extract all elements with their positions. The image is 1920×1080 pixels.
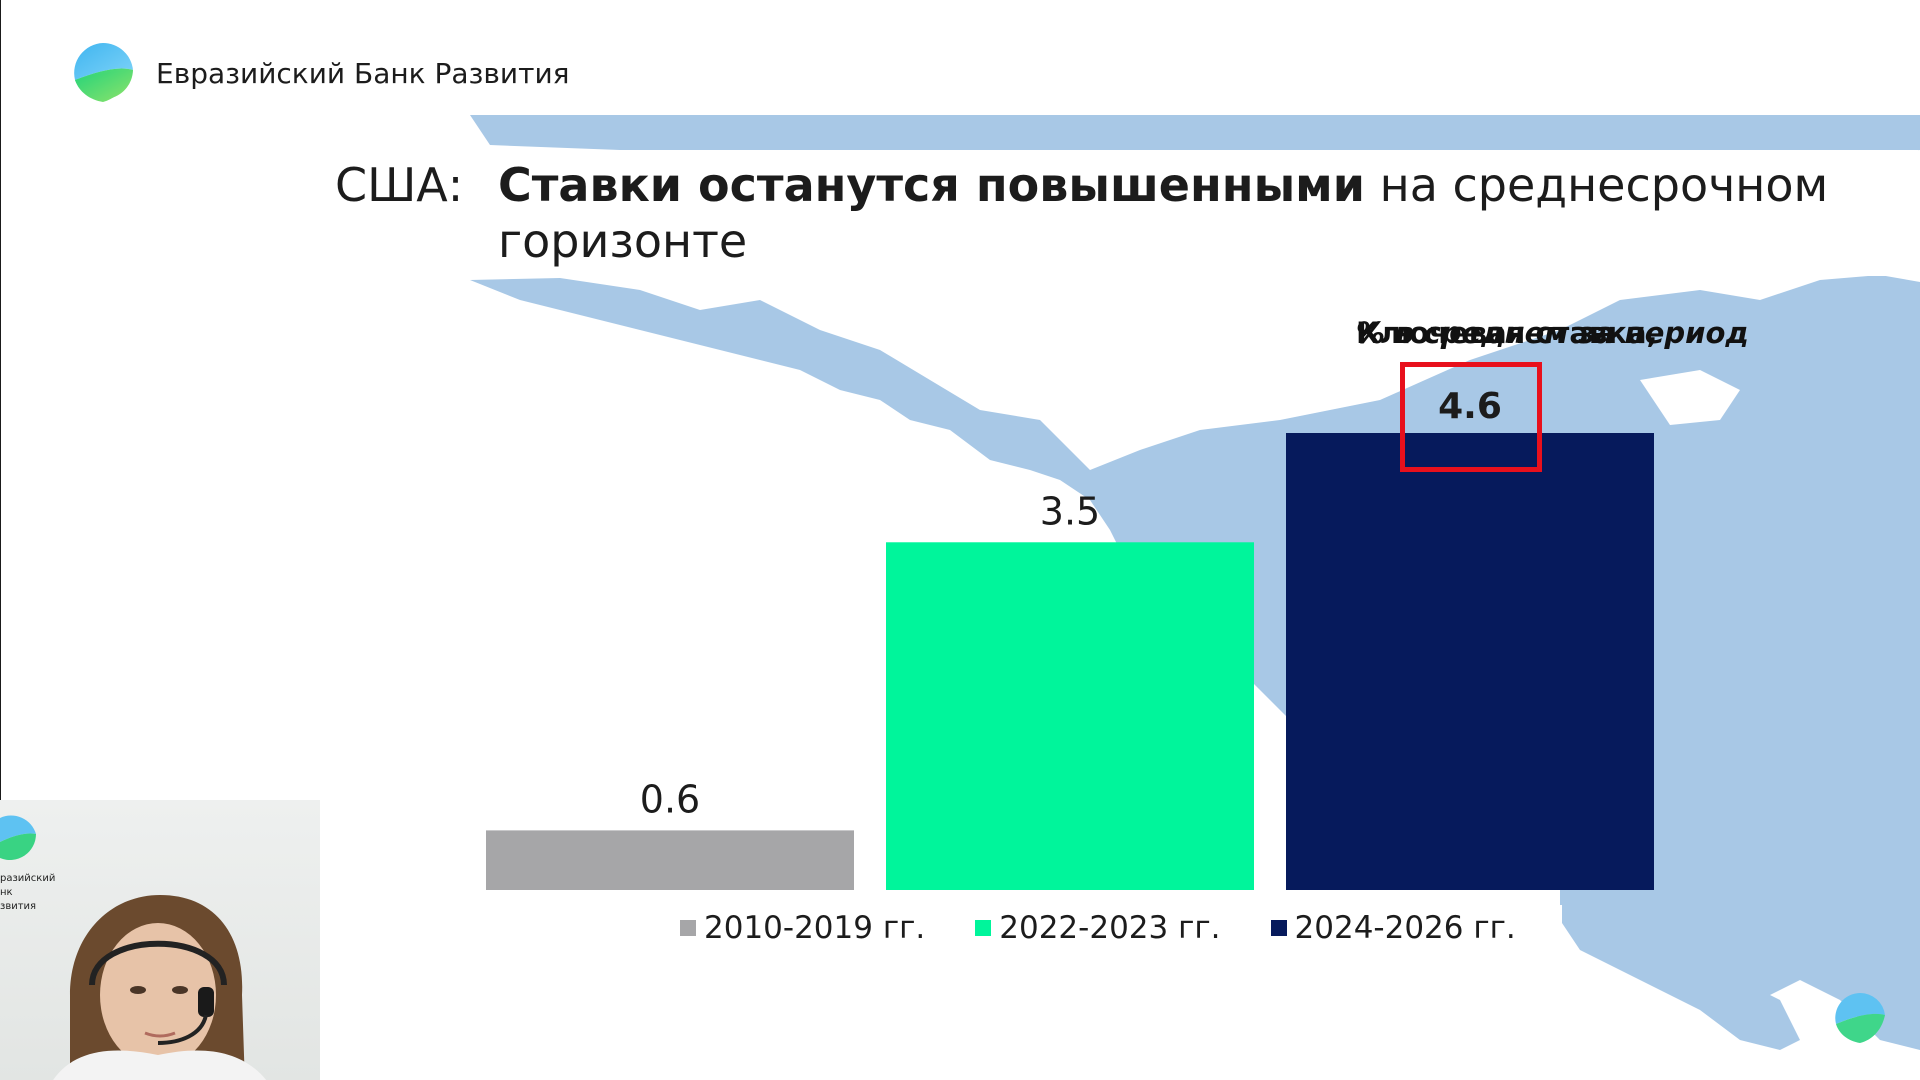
presenter-person-icon	[53, 895, 266, 1080]
legend-label: 2022-2023 гг.	[999, 910, 1221, 946]
legend-swatch	[680, 920, 696, 936]
bar-value-label: 3.5	[1040, 489, 1100, 533]
webcam-logo-line1: разийский	[0, 873, 56, 884]
webcam-logo-line3: звития	[0, 901, 37, 912]
bar-1	[486, 830, 854, 890]
window-edge	[0, 0, 1, 1080]
legend-item-2010-2019: 2010-2019 гг.	[680, 910, 925, 946]
corner-logo-icon	[1835, 992, 1885, 1043]
webcam-video: разийский нк звития	[0, 800, 320, 1080]
bar-value-label: 0.6	[640, 777, 700, 821]
title-country-prefix: США:	[335, 158, 464, 212]
chart-legend: 2010-2019 гг. 2022-2023 гг. 2024-2026 гг…	[680, 910, 1566, 946]
webcam-logo-icon	[0, 815, 37, 860]
page-title: Ставки останутся повышенными на среднеср…	[498, 158, 1828, 212]
page-title-line2: горизонте	[498, 214, 748, 268]
legend-label: 2024-2026 гг.	[1294, 910, 1516, 946]
title-background	[488, 150, 1918, 276]
bar-value-label: 4.6	[1438, 386, 1502, 427]
webcam-logo-line2: нк	[0, 887, 13, 898]
title-bold-part: Ставки останутся повышенными	[498, 158, 1365, 212]
legend-background	[665, 905, 1562, 955]
chart-title-italic: % в среднем за период	[1356, 316, 1749, 350]
brand-name: Евразийский Банк Развития	[156, 56, 570, 90]
legend-item-2022-2023: 2022-2023 гг.	[975, 910, 1221, 946]
legend-swatch	[1270, 920, 1287, 936]
bar-2	[886, 542, 1254, 890]
highlight-frame	[1400, 362, 1542, 472]
webcam-logo-text: разийский нк звития	[0, 872, 80, 914]
legend-label: 2010-2019 гг.	[704, 910, 926, 946]
bar-3	[1286, 433, 1654, 890]
brand-header: Евразийский Банк Развития	[70, 40, 569, 106]
ebrd-circle-logo-icon	[74, 42, 133, 102]
title-regular-part: на среднесрочном	[1365, 158, 1829, 212]
legend-swatch	[975, 920, 992, 936]
legend-item-2024-2026: 2024-2026 гг.	[1270, 910, 1516, 946]
chart-title-bold: Ключевая ставка,	[1356, 316, 1658, 350]
